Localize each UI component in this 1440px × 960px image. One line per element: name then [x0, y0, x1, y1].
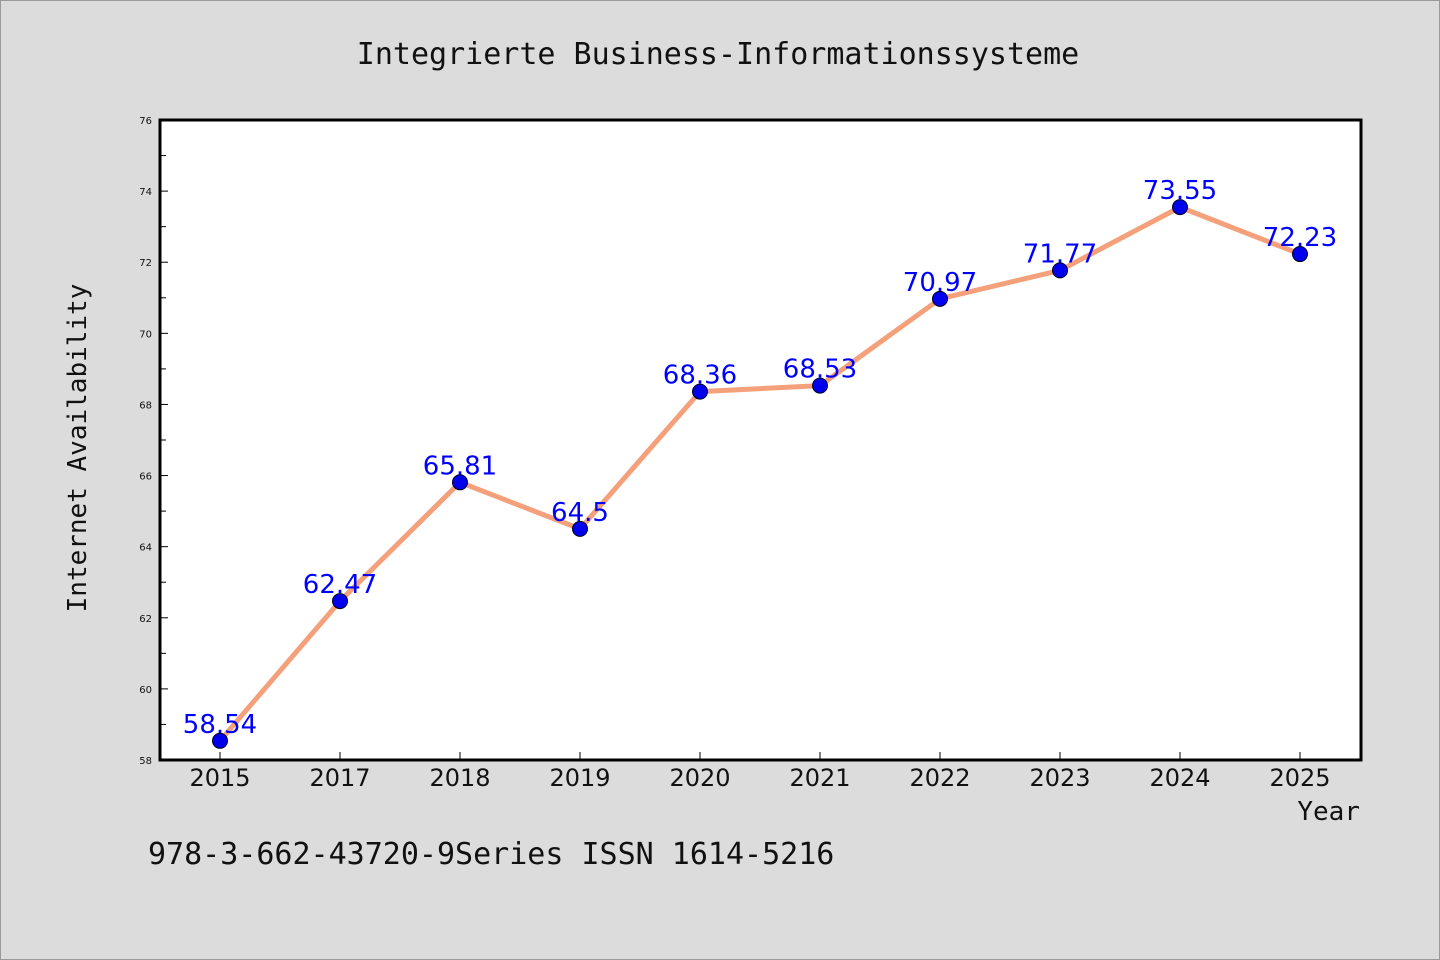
chart-title: Integrierte Business-Informationssysteme — [357, 37, 1079, 72]
data-label: 70.97 — [903, 268, 977, 298]
x-axis-label: Year — [1297, 797, 1360, 827]
series-line — [218, 204, 1301, 743]
y-tick-label: 72 — [139, 258, 152, 269]
y-tick-label: 74 — [139, 187, 152, 198]
data-label: 62.47 — [303, 570, 377, 600]
data-point — [212, 732, 228, 749]
data-point — [332, 593, 348, 610]
y-tick-label: 68 — [139, 400, 152, 411]
data-point — [812, 377, 828, 394]
y-tick-label: 62 — [139, 614, 152, 625]
data-point — [692, 383, 708, 400]
y-tick-label: 70 — [139, 329, 152, 340]
y-tick-label: 58 — [139, 756, 152, 767]
data-label: 68.36 — [663, 361, 737, 391]
x-tick-label: 2017 — [309, 764, 370, 792]
x-tick-label: 2018 — [429, 764, 490, 792]
x-tick-label: 2023 — [1029, 764, 1090, 792]
data-label: 65.81 — [423, 451, 497, 481]
data-point — [1292, 246, 1308, 263]
x-axis: 2015 2017 2018 2019 2020 2021 2022 2023 2024 2025 — [189, 752, 1331, 792]
data-label: 68.53 — [783, 355, 857, 385]
data-label: 71.77 — [1023, 239, 1097, 269]
x-tick-label: 2025 — [1269, 764, 1330, 792]
plot-area — [158, 118, 1363, 762]
x-tick-label: 2015 — [189, 764, 250, 792]
y-tick-label: 60 — [139, 685, 152, 696]
data-label: 64.5 — [551, 498, 609, 528]
data-point — [1172, 199, 1188, 216]
footer-text: 978-3-662-43720-9Series ISSN 1614-5216 — [148, 837, 834, 872]
data-labels: 58.54 62.47 65.81 64.5 68.36 68.53 70.97 71.77 7… — [183, 176, 1337, 740]
x-tick-label: 2024 — [1149, 764, 1210, 792]
y-tick-label: 76 — [139, 116, 152, 127]
data-point — [932, 290, 948, 307]
y-tick-label: 66 — [139, 472, 152, 483]
y-tick-label: 64 — [139, 543, 152, 554]
data-label: 58.54 — [183, 710, 257, 740]
x-tick-label: 2021 — [789, 764, 850, 792]
series-markers — [212, 199, 1308, 749]
y-axis: 58 60 62 64 66 68 70 72 74 76 — [139, 116, 168, 767]
x-tick-label: 2019 — [549, 764, 610, 792]
data-label: 73.55 — [1143, 176, 1217, 206]
data-label: 72.23 — [1263, 223, 1337, 253]
data-point — [1052, 262, 1068, 279]
data-point — [452, 474, 468, 491]
y-axis-label: Internet Availability — [63, 284, 93, 613]
data-point — [572, 520, 588, 537]
x-tick-label: 2020 — [669, 764, 730, 792]
x-tick-label: 2022 — [909, 764, 970, 792]
